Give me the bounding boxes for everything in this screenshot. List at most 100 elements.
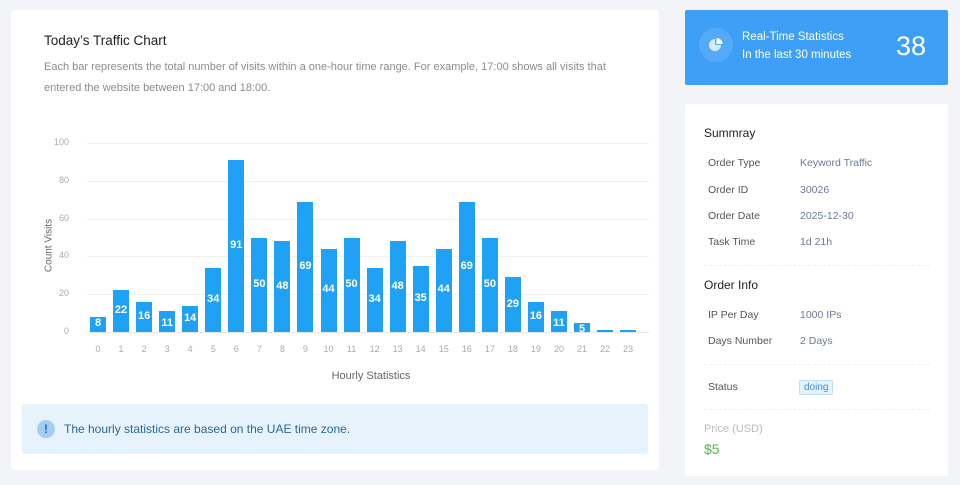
x-axis-label: Hourly Statistics [331, 370, 411, 382]
divider [704, 409, 930, 410]
x-tick-label: 21 [577, 344, 588, 354]
bar[interactable]: 69 [297, 201, 314, 332]
order-type-value: Keyword Traffic [800, 157, 873, 169]
x-tick-label: 19 [530, 344, 541, 354]
bar-value-label: 44 [437, 283, 450, 296]
bar-value-label: 69 [299, 259, 312, 272]
x-tick-label: 8 [279, 344, 285, 354]
price-value: $5 [704, 441, 720, 457]
gridline [87, 180, 649, 182]
x-tick-label: 6 [233, 344, 239, 354]
bar[interactable]: 14 [182, 305, 199, 332]
timezone-notice: ! The hourly statistics are based on the… [22, 404, 648, 454]
bar[interactable]: 44 [320, 248, 337, 332]
bar-value-label: 48 [276, 279, 289, 292]
bar-value-label: 50 [483, 277, 496, 290]
task-time-label: Task Time [708, 236, 756, 248]
order-type-label: Order Type [708, 157, 761, 169]
notice-text: The hourly statistics are based on the U… [64, 422, 351, 436]
x-tick-label: 10 [323, 344, 334, 354]
x-axis-line [87, 332, 649, 333]
y-tick-label: 40 [58, 250, 69, 261]
ip-per-day-label: IP Per Day [708, 309, 759, 321]
bar-chart: Count Visits Hourly Statistics 0 20 40 60 80… [11, 10, 659, 410]
days-number-value: 2 Days [800, 335, 833, 347]
x-tick-label: 12 [369, 344, 380, 354]
bar[interactable]: 50 [481, 237, 498, 332]
bar[interactable] [620, 330, 637, 332]
x-tick-label: 4 [187, 344, 193, 354]
bar[interactable]: 34 [205, 267, 222, 332]
bar[interactable]: 16 [136, 301, 153, 332]
task-time-value: 1d 21h [800, 236, 833, 248]
x-tick-label: 0 [95, 344, 101, 354]
realtime-count: 38 [895, 31, 926, 61]
realtime-stats-card: Real-Time Statistics In the last 30 minu… [685, 10, 948, 85]
x-tick-label: 23 [623, 344, 634, 354]
bar[interactable]: 50 [343, 237, 360, 332]
divider [704, 364, 930, 365]
bar[interactable]: 69 [458, 201, 475, 332]
status-badge: doing [799, 380, 834, 395]
bar[interactable]: 16 [527, 301, 544, 332]
bar-value-label: 5 [578, 322, 586, 335]
x-tick-label: 2 [141, 344, 147, 354]
x-tick-label: 9 [302, 344, 308, 354]
bar-value-label: 29 [506, 297, 520, 310]
x-tick-label: 16 [461, 344, 472, 354]
bar[interactable]: 11 [551, 311, 567, 332]
order-id-value: 30026 [800, 184, 830, 196]
chart-title: Today’s Traffic Chart [44, 33, 167, 48]
bar[interactable]: 29 [504, 277, 521, 332]
y-tick-label: 60 [58, 212, 69, 223]
bar[interactable]: 11 [159, 311, 176, 332]
x-tick-label: 14 [415, 344, 426, 354]
bar[interactable]: 5 [574, 322, 591, 335]
summary-card: Summray Order Type Keyword Traffic Order… [685, 104, 948, 476]
bar-value-label: 50 [253, 277, 266, 290]
x-tick-label: 22 [600, 344, 611, 354]
bar-value-label: 16 [137, 309, 151, 322]
bar[interactable]: 91 [228, 160, 245, 332]
bar[interactable]: 48 [274, 241, 291, 332]
bar[interactable]: 22 [113, 290, 130, 332]
bar[interactable]: 34 [366, 267, 383, 332]
days-number-label: Days Number [708, 335, 773, 347]
bar-value-label: 14 [184, 311, 197, 324]
bar-value-label: 91 [230, 238, 243, 251]
gridline [87, 256, 649, 258]
bar[interactable] [597, 330, 614, 332]
status-label: Status [708, 381, 738, 393]
bar[interactable]: 8 [90, 316, 106, 332]
bar-value-label: 44 [322, 283, 335, 296]
y-tick-label: 20 [58, 288, 69, 299]
y-tick-label: 100 [53, 137, 69, 147]
price-label: Price (USD) [704, 423, 763, 435]
x-tick-label: 13 [392, 344, 403, 354]
pie-chart-icon [699, 28, 733, 62]
bar-value-label: 22 [114, 304, 128, 317]
order-date-value: 2025-12-30 [800, 210, 854, 222]
bar-value-label: 34 [368, 292, 381, 305]
bar[interactable]: 44 [435, 248, 452, 332]
bar-value-label: 11 [553, 316, 565, 329]
x-tick-label: 17 [484, 344, 495, 354]
bar-value-label: 48 [391, 279, 404, 292]
bar[interactable]: 48 [389, 241, 406, 332]
x-tick-label: 18 [507, 344, 518, 354]
x-tick-label: 1 [118, 344, 124, 354]
bar[interactable]: 50 [251, 237, 268, 332]
order-info-title: Order Info [704, 278, 759, 292]
traffic-chart-card: Today’s Traffic Chart Each bar represent… [11, 10, 659, 470]
bar[interactable]: 35 [412, 265, 429, 332]
bar-value-label: 35 [414, 291, 427, 304]
bar-value-label: 50 [345, 277, 358, 290]
gridline [87, 143, 649, 144]
chart-description: Each bar represents the total number of … [44, 61, 606, 94]
bar-value-label: 8 [94, 316, 102, 329]
bar-value-label: 11 [161, 316, 173, 329]
x-tick-label: 7 [256, 344, 262, 354]
bar-value-label: 69 [460, 259, 473, 272]
x-tick-label: 3 [164, 344, 170, 354]
info-icon: ! [37, 420, 55, 438]
